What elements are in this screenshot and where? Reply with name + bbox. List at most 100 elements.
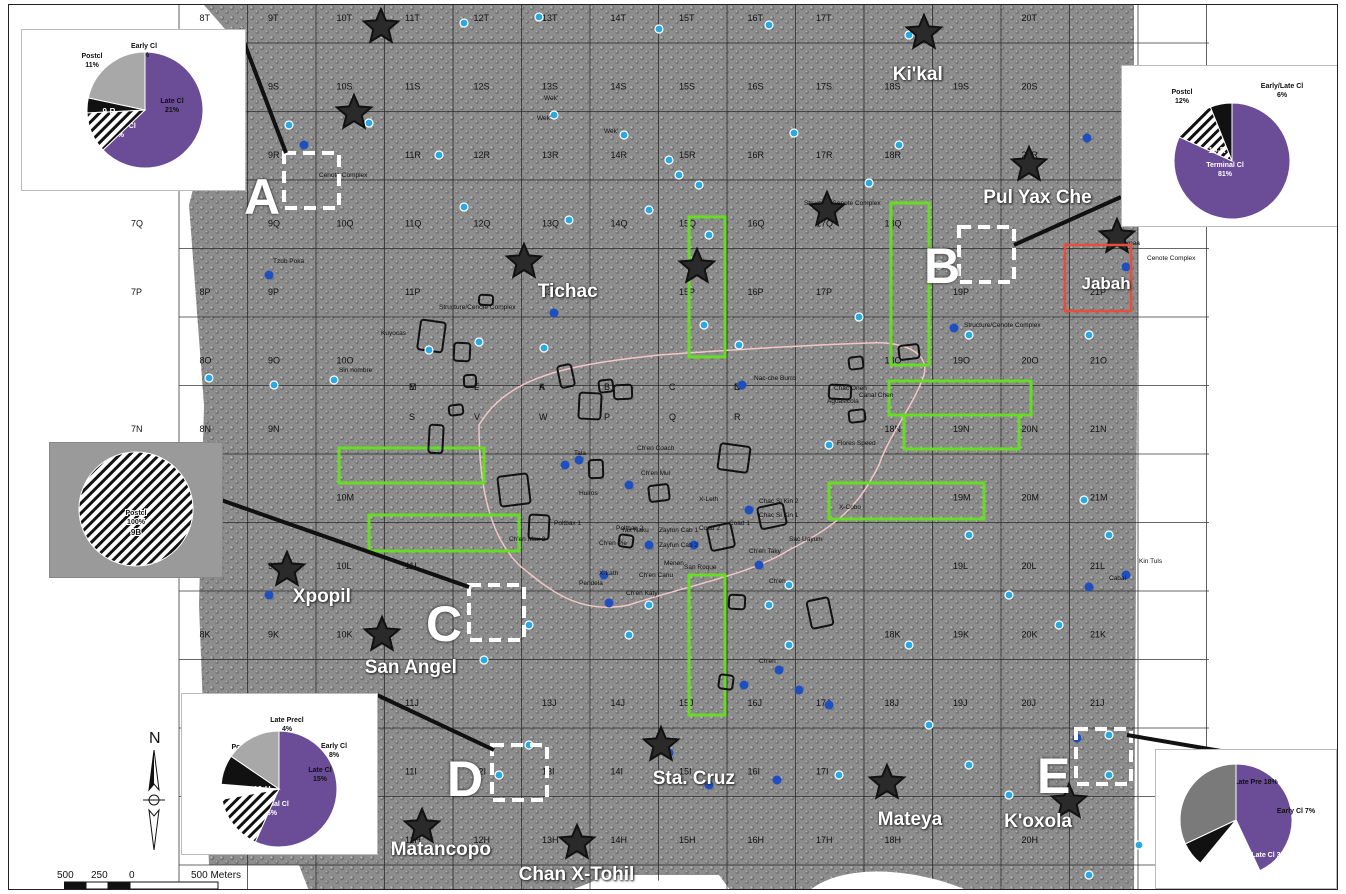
star-icon <box>504 241 544 279</box>
cenote-marker <box>824 700 834 710</box>
pie-title: 19-I <box>1169 750 1183 753</box>
grid-label: 11S <box>405 82 420 92</box>
feature-label: Sin nombre <box>339 367 373 374</box>
pie-slice-label: 11% <box>85 62 99 69</box>
grid-label: 18O <box>885 356 902 366</box>
grid-labels: 8T9T10T11T12T13T14T15T16T17T20T8S9S10S11… <box>131 13 1108 845</box>
feature-label: Pendela <box>579 580 603 587</box>
cenote-marker <box>772 775 782 785</box>
scale-tick-500: 500 <box>57 870 74 881</box>
feature-label: Cenote Complex <box>1147 255 1196 262</box>
grid-label: 16Q <box>748 219 765 229</box>
place-label: Matancopo <box>390 838 491 860</box>
grid-label: 16R <box>748 150 765 160</box>
star-icon <box>677 246 717 284</box>
unsurveyed-area <box>811 871 964 889</box>
star-icon <box>267 549 307 587</box>
cenote-marker <box>1004 590 1014 600</box>
grid-label: 9K <box>268 630 279 640</box>
pie-slice-label: 81% <box>1218 171 1233 178</box>
structure-outline <box>847 408 867 424</box>
cenote-marker <box>834 770 844 780</box>
grid-label: 16P <box>748 287 764 297</box>
cenote-marker <box>599 570 609 580</box>
transect <box>337 446 486 485</box>
cenote-marker <box>664 155 674 165</box>
cenote-marker <box>964 530 974 540</box>
structure-outline <box>496 472 532 508</box>
feature-label: Sac Uayum <box>789 536 823 543</box>
structure-outline <box>706 522 736 552</box>
pie-slice-label: Late Cl <box>308 767 331 774</box>
star-icon <box>361 6 401 44</box>
grid-label: 9N <box>268 424 280 434</box>
cenote-marker <box>1084 870 1094 880</box>
pie-slice <box>1209 102 1233 162</box>
feature-label: Structure/Cenote Complex <box>439 304 516 311</box>
star-icon <box>904 12 944 50</box>
pie-slice-label: Postcl <box>125 510 146 517</box>
cenote-marker <box>644 540 654 550</box>
pie-slice-label: 100% <box>127 519 146 526</box>
site-square <box>467 583 526 642</box>
pie-slice-label: Late Pre 18% <box>1234 779 1278 786</box>
grid-label: 14I <box>611 767 624 777</box>
place-label: Xpopil <box>292 585 351 607</box>
grid-label: 15J <box>679 698 694 708</box>
feature-label: Huiros <box>579 490 599 497</box>
grid-label: 15R <box>679 150 696 160</box>
site-square <box>1074 727 1133 786</box>
pie-slice-label: Early Cl <box>321 743 347 750</box>
cenote-marker <box>1079 495 1089 505</box>
cenote-marker <box>674 170 684 180</box>
cenote-marker <box>904 640 914 650</box>
grid-label: 21O <box>1090 356 1107 366</box>
grid-label: 19K <box>953 630 969 640</box>
cenote-marker <box>644 600 654 610</box>
star-icon <box>641 724 681 762</box>
grid-label: 15S <box>679 82 695 92</box>
grid-label: S <box>409 412 415 422</box>
grid-label: 17T <box>816 13 832 23</box>
pie-slice-label: Postcl <box>1171 89 1192 96</box>
structure-outline <box>897 343 921 361</box>
site-letter: C <box>426 596 463 652</box>
grid-label: 7Q <box>131 219 143 229</box>
grid-label: 17H <box>816 835 833 845</box>
grid-label: D <box>734 382 741 392</box>
cenote-marker <box>459 18 469 28</box>
feature-label: Ch'en Max 2 <box>509 536 546 543</box>
feature-label: Structure/Cenote Complex <box>964 322 1041 329</box>
grid-label: 20L <box>1022 561 1037 571</box>
pie-chart-19r: Terminal Cl 81% Postcl 12% Early/Late Cl 6% 19… <box>1170 83 1303 220</box>
grid-label: B <box>604 382 610 392</box>
grid-label: 18K <box>885 630 901 640</box>
feature-label: Yax Naku <box>621 527 649 534</box>
pie-slice-label: Term Cl 43% <box>1163 760 1205 767</box>
unsurveyed-area <box>613 880 723 889</box>
place-label: Mateya <box>877 808 943 830</box>
feature-label: Wek' <box>544 95 558 102</box>
structure-outline <box>827 383 853 401</box>
grid-label: 19N <box>953 424 970 434</box>
grid-label: 20H <box>1022 835 1039 845</box>
feature-label: Nac-che Burro <box>754 375 796 382</box>
pie-slice-label: Terminal Cl <box>1206 162 1244 169</box>
pie-slice-label: 15% <box>313 776 328 783</box>
cenote-marker <box>474 337 484 347</box>
cenote-marker <box>424 345 434 355</box>
grid-label: 21M <box>1090 493 1108 503</box>
grid-label: 18R <box>885 150 902 160</box>
grid-label: 18Q <box>885 219 902 229</box>
cenote-marker <box>1121 570 1131 580</box>
grid-label: 12H <box>474 835 491 845</box>
place-label: K'oxola <box>1004 810 1072 832</box>
cenote-marker <box>964 760 974 770</box>
feature-label: Kin Tuls <box>1139 558 1163 565</box>
scale-tick-250: 250 <box>91 870 108 881</box>
cenote-marker <box>1004 790 1014 800</box>
star-icon <box>807 189 847 227</box>
scale-tick-0: 0 <box>129 870 135 881</box>
grid-label: 20J <box>1022 698 1037 708</box>
